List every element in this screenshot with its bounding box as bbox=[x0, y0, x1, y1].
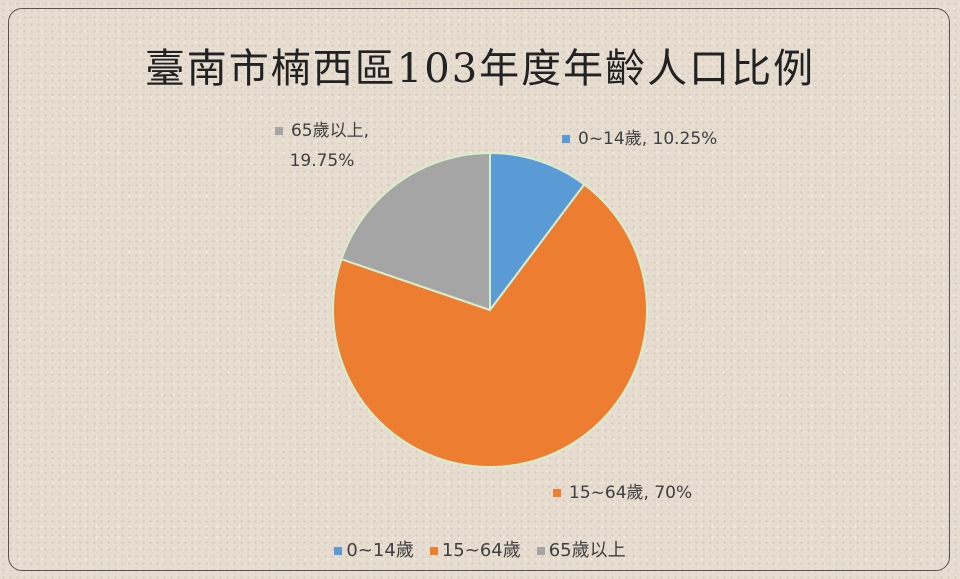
data-label-marker bbox=[274, 127, 283, 135]
pie-slice bbox=[332, 183, 648, 468]
data-label-text: 0~14歲, 10.25% bbox=[578, 129, 718, 149]
legend-marker bbox=[334, 547, 343, 555]
legend: 0~14歲 15~64歲 65歲以上 bbox=[0, 536, 960, 562]
data-label: 0~14歲, 10.25% bbox=[562, 124, 717, 149]
pie-slice bbox=[340, 151, 491, 312]
data-label: 15~64歲, 70% bbox=[553, 478, 692, 503]
legend-label: 15~64歲 bbox=[441, 540, 521, 561]
data-label-marker bbox=[553, 489, 561, 497]
legend-item: 65歲以上 bbox=[536, 540, 626, 561]
chart-title: 臺南市楠西區103年度年齡人口比例 bbox=[144, 46, 816, 92]
frame bbox=[8, 8, 950, 571]
legend-item: 0~14歲 bbox=[334, 540, 414, 561]
data-label-text: 65歲以上, 19.75% bbox=[289, 121, 370, 171]
pie-slice bbox=[489, 151, 586, 313]
legend-item: 15~64歲 bbox=[429, 540, 521, 561]
legend-label: 0~14歲 bbox=[346, 540, 414, 561]
legend-marker bbox=[429, 547, 438, 555]
legend-label: 65歲以上 bbox=[548, 540, 626, 561]
data-label-text: 15~64歲, 70% bbox=[569, 483, 693, 503]
data-label: 65歲以上, 19.75% bbox=[252, 116, 392, 176]
legend-marker bbox=[536, 547, 545, 555]
data-label-marker bbox=[562, 135, 570, 143]
